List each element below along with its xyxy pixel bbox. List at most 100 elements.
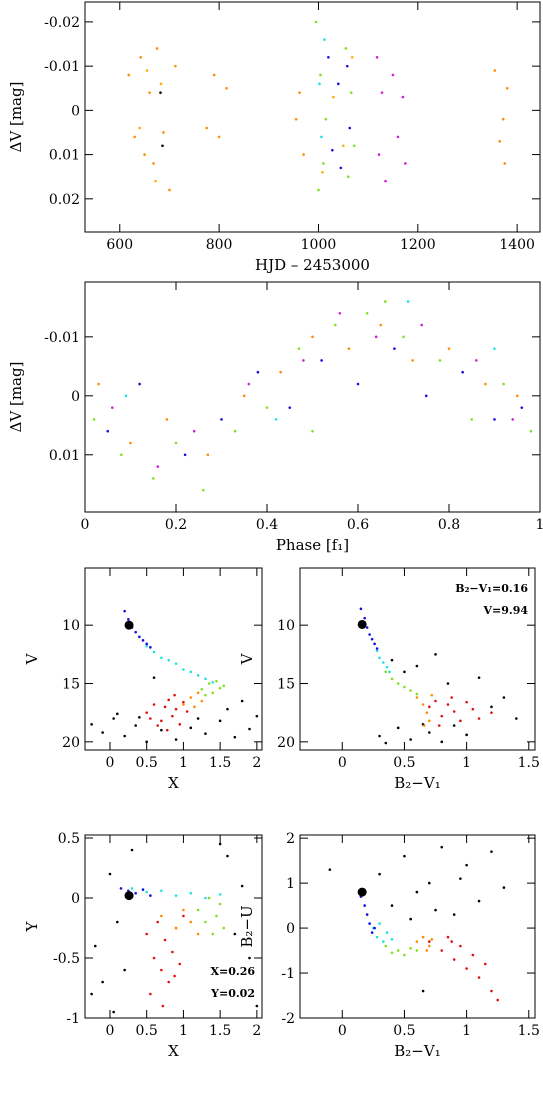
- data-point: [255, 1004, 259, 1008]
- data-point: [356, 382, 360, 386]
- data-point: [93, 944, 97, 948]
- data-point: [178, 962, 182, 966]
- data-point: [375, 649, 379, 653]
- data-point: [240, 884, 244, 888]
- data-point: [450, 940, 453, 943]
- data-point: [123, 968, 126, 972]
- data-point: [470, 418, 474, 421]
- data-point: [477, 976, 481, 979]
- data-point: [385, 665, 389, 669]
- data-point: [406, 300, 410, 303]
- data-point: [384, 741, 388, 745]
- data-point: [411, 359, 414, 362]
- data-point: [515, 394, 519, 398]
- data-point: [167, 658, 171, 662]
- data-point: [502, 696, 506, 699]
- data-point: [207, 682, 211, 685]
- data-point: [149, 894, 152, 897]
- annotation: Y=0.02: [210, 987, 255, 1000]
- x-tick-label: 1200: [400, 237, 436, 253]
- data-point: [377, 153, 381, 156]
- data-point: [440, 714, 444, 718]
- y-tick-label: -2: [281, 1011, 295, 1027]
- data-point: [218, 902, 222, 906]
- data-point: [365, 311, 369, 315]
- plot-frame: [299, 834, 536, 1019]
- data-point: [226, 854, 229, 858]
- data-point: [182, 703, 185, 706]
- data-point: [279, 370, 282, 374]
- y-tick-label: 0: [286, 921, 295, 937]
- data-point: [160, 914, 163, 918]
- data-point: [145, 69, 149, 72]
- data-point: [493, 347, 496, 350]
- data-point: [138, 126, 141, 130]
- data-point: [402, 335, 405, 339]
- data-point: [196, 932, 200, 936]
- data-point: [382, 940, 385, 943]
- y-tick-label: 0.01: [49, 448, 80, 464]
- data-point: [160, 719, 163, 723]
- data-point: [378, 734, 381, 738]
- data-point: [452, 913, 456, 916]
- data-point: [403, 670, 406, 674]
- data-point: [450, 696, 453, 699]
- data-point: [101, 980, 104, 984]
- data-point: [321, 170, 324, 174]
- data-point: [123, 734, 126, 738]
- data-point: [359, 607, 363, 611]
- data-point: [215, 914, 218, 918]
- data-point: [352, 144, 356, 148]
- data-point: [189, 891, 193, 895]
- data-point: [211, 681, 215, 684]
- data-point: [465, 733, 468, 737]
- y-tick-label: 20: [277, 735, 295, 751]
- data-point: [196, 691, 200, 695]
- data-point: [111, 406, 114, 409]
- data-point: [182, 668, 185, 671]
- y-tick-label: 10: [277, 618, 295, 634]
- data-point: [347, 347, 351, 350]
- data-point: [265, 406, 269, 409]
- data-point: [116, 712, 119, 716]
- data-point: [384, 944, 388, 948]
- data-point: [200, 688, 204, 691]
- data-point: [134, 630, 137, 634]
- x-tick-label: 0.8: [438, 517, 460, 533]
- data-point: [425, 949, 429, 952]
- data-point: [189, 670, 193, 674]
- x-tick-label: 0.5: [136, 755, 158, 771]
- data-point: [327, 55, 330, 59]
- data-point: [452, 958, 456, 961]
- plot-frame: [299, 567, 536, 751]
- data-point: [370, 931, 374, 934]
- data-point: [338, 311, 342, 315]
- data-point: [185, 710, 189, 713]
- data-point: [373, 926, 376, 930]
- data-point: [174, 738, 178, 741]
- data-point: [322, 162, 325, 165]
- data-point: [167, 698, 171, 702]
- data-point: [145, 711, 148, 714]
- data-point: [348, 126, 352, 130]
- data-point: [424, 394, 428, 398]
- data-point: [145, 644, 148, 648]
- data-point: [415, 890, 419, 894]
- data-point: [152, 703, 156, 706]
- data-point: [152, 162, 155, 165]
- data-point: [218, 719, 222, 723]
- data-point: [421, 703, 425, 706]
- data-point: [428, 705, 431, 709]
- data-point: [505, 86, 509, 90]
- data-point: [174, 926, 178, 930]
- x-axis-label: B₂−V₁: [394, 1042, 440, 1060]
- data-point: [196, 674, 200, 677]
- y-tick-label: -0.02: [44, 15, 80, 31]
- data-point: [438, 359, 442, 362]
- data-point: [365, 626, 369, 629]
- x-axis-label: X: [168, 774, 179, 792]
- data-point: [182, 700, 185, 704]
- data-point: [163, 705, 167, 709]
- data-point: [483, 962, 487, 966]
- data-point: [123, 609, 126, 613]
